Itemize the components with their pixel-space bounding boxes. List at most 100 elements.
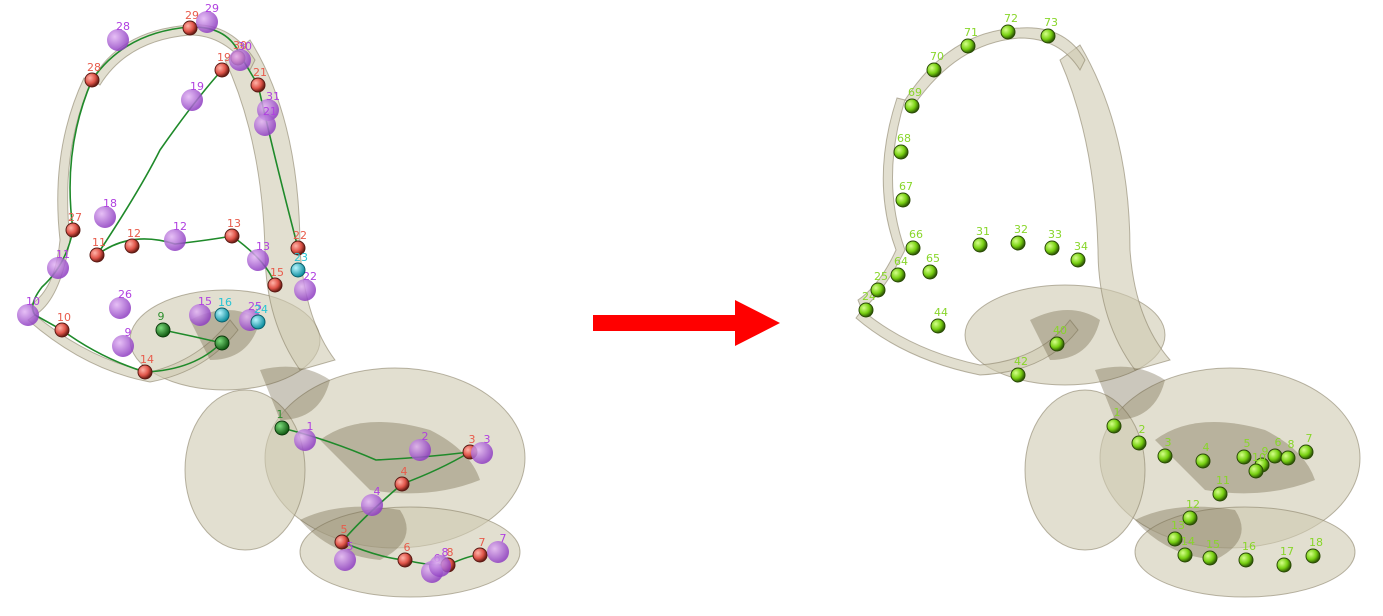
- left-purple-label: 10: [26, 295, 40, 308]
- right-lime-label: 15: [1206, 538, 1220, 551]
- right-lime-marker: [1010, 367, 1026, 383]
- left-green-label: 1: [277, 408, 284, 421]
- right-labyrinth-shadows: [1030, 310, 1315, 560]
- right-lime-label: 17: [1280, 545, 1294, 558]
- right-lime-marker: [1000, 24, 1016, 40]
- right-lime-label: 66: [909, 228, 923, 241]
- left-purple-label: 4: [374, 485, 381, 498]
- right-lime-label: 71: [964, 26, 978, 39]
- right-lime-label: 8: [1288, 438, 1295, 451]
- right-lime-label: 25: [874, 270, 888, 283]
- right-lime-label: 42: [1014, 355, 1028, 368]
- right-lime-marker: [1202, 550, 1218, 566]
- left-cyan-label: 16: [218, 296, 232, 309]
- left-purple-marker: [409, 439, 431, 461]
- left-red-marker: [65, 222, 81, 238]
- right-lime-marker: [1177, 547, 1193, 563]
- right-lime-marker: [1044, 240, 1060, 256]
- right-lime-label: 3: [1165, 436, 1172, 449]
- left-red-marker: [250, 77, 266, 93]
- right-lime-marker: [1212, 486, 1228, 502]
- right-lime-marker: [1182, 510, 1198, 526]
- right-lime-marker: [904, 98, 920, 114]
- left-red-marker: [214, 62, 230, 78]
- left-purple-label: 8: [442, 546, 449, 559]
- right-lime-marker: [922, 264, 938, 280]
- right-lime-label: 18: [1309, 536, 1323, 549]
- left-red-label: 14: [140, 353, 154, 366]
- left-red-marker: [182, 20, 198, 36]
- right-lime-label: 2: [1139, 423, 1146, 436]
- left-red-label: 11: [92, 236, 106, 249]
- left-red-label: 6: [404, 541, 411, 554]
- left-red-label: 19: [217, 51, 231, 64]
- left-red-label: 8: [447, 546, 454, 559]
- left-red-marker: [84, 72, 100, 88]
- right-lime-label: 64: [894, 255, 908, 268]
- right-lime-label: 11: [1216, 474, 1230, 487]
- left-purple-marker: [94, 206, 116, 228]
- right-lime-label: 1: [1114, 406, 1121, 419]
- left-cyan-label: 24: [254, 303, 268, 316]
- left-red-marker: [394, 476, 410, 492]
- left-purple-label: 1: [307, 420, 314, 433]
- left-purple-landmarks: 282930193121181213112622109152346875125: [17, 2, 509, 583]
- left-purple-marker: [109, 297, 131, 319]
- right-cochlea-apex: [1134, 506, 1356, 598]
- right-lime-label: 69: [908, 86, 922, 99]
- right-lime-marker: [1280, 450, 1296, 466]
- right-lime-marker: [1157, 448, 1173, 464]
- left-purple-marker: [47, 257, 69, 279]
- left-red-label: 4: [401, 465, 408, 478]
- left-cochlea-apex: [299, 506, 521, 598]
- left-purple-marker: [164, 229, 186, 251]
- left-red-label: 28: [87, 61, 101, 74]
- left-purple-label: 25: [248, 300, 262, 313]
- left-red-marker: [290, 240, 306, 256]
- left-red-label: 30: [233, 39, 247, 52]
- right-lime-marker: [1248, 463, 1264, 479]
- right-lime-marker: [1131, 435, 1147, 451]
- left-purple-marker: [112, 335, 134, 357]
- right-lime-marker: [1010, 235, 1026, 251]
- right-lime-marker: [1236, 449, 1252, 465]
- right-lime-label: 12: [1186, 498, 1200, 511]
- left-purple-label: 11: [56, 248, 70, 261]
- left-red-label: 10: [57, 311, 71, 324]
- left-purple-label: 22: [303, 270, 317, 283]
- left-purple-marker: [254, 114, 276, 136]
- left-red-marker: [224, 228, 240, 244]
- left-purple-label: 21: [263, 105, 277, 118]
- right-lime-marker: [930, 318, 946, 334]
- left-green-landmarks: 19: [155, 310, 290, 436]
- right-lime-marker: [1040, 28, 1056, 44]
- right-lime-label: 16: [1242, 540, 1256, 553]
- right-lime-marker: [926, 62, 942, 78]
- left-red-marker: [472, 547, 488, 563]
- left-red-marker: [137, 364, 153, 380]
- left-purple-marker: [229, 49, 251, 71]
- left-purple-marker: [107, 29, 129, 51]
- left-labyrinth-shape: [27, 24, 526, 598]
- right-posterior-canal: [857, 97, 906, 311]
- right-lime-label: 13: [1171, 519, 1185, 532]
- left-red-label: 27: [68, 211, 82, 224]
- left-purple-label: 7: [500, 532, 507, 545]
- left-red-label: 21: [253, 66, 267, 79]
- right-lime-label: 67: [899, 180, 913, 193]
- right-lime-label: 68: [897, 132, 911, 145]
- right-lime-marker: [870, 282, 886, 298]
- left-purple-marker: [429, 555, 451, 577]
- right-lime-marker: [972, 237, 988, 253]
- right-lime-marker: [1267, 448, 1283, 464]
- left-red-label: 5: [341, 523, 348, 536]
- right-lime-marker: [890, 267, 906, 283]
- right-lime-marker: [1106, 418, 1122, 434]
- left-red-label: 15: [270, 266, 284, 279]
- left-purple-marker: [294, 279, 316, 301]
- left-cyan-marker: [214, 307, 230, 323]
- right-lime-marker: [1167, 531, 1183, 547]
- left-cyan-marker: [290, 262, 306, 278]
